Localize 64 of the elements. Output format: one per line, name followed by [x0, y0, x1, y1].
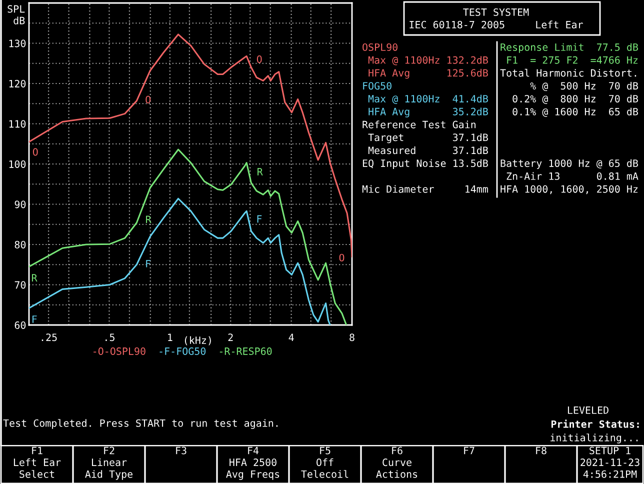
text: Reference Test Gain — [362, 120, 476, 128]
text: Measured 37.1dB — [368, 146, 488, 154]
text: Test Completed. Press START to run test again. — [3, 419, 278, 429]
text: -F-FOG50 — [160, 347, 206, 355]
text: F3 — [176, 446, 186, 454]
y-tick-label: 90 — [14, 200, 26, 208]
text: Total Harmonic Distort. — [500, 68, 636, 77]
text: Target 37.1dB — [368, 133, 488, 144]
text: HFA 1000, 1600, 2500 Hz — [500, 185, 638, 194]
text: F2 Linear Aid Type — [85, 446, 132, 480]
text: Response Limit 77.5 dB — [500, 43, 638, 53]
text: F8 — [536, 446, 546, 454]
y-tick-label: 110 — [9, 120, 26, 128]
annotation: F — [146, 260, 150, 268]
y-axis-title: SPL dB — [8, 5, 25, 24]
text: LEVELED — [568, 406, 608, 414]
text: Zn-Air 13 0.81 mA — [506, 172, 638, 180]
y-tick-label: 70 — [14, 281, 26, 289]
annotation: R — [258, 168, 263, 176]
x-tick-label: .5 — [106, 334, 114, 342]
text: % @ 500 Hz 70 dB — [530, 82, 638, 92]
text: initializing... — [550, 434, 638, 444]
annotation: O — [146, 96, 151, 104]
text: Max @ 1100Hz 41.4dB — [368, 94, 488, 104]
text: F1 = 275 F2 =4766 Hz — [507, 56, 638, 64]
x-axis-title: (kHz) — [184, 336, 211, 346]
text: IEC 60118-7 2005 Left Ear — [410, 20, 583, 28]
annotation: R — [146, 216, 152, 224]
annotation: O — [339, 254, 344, 262]
text: 0.2% @ 800 Hz 70 dB — [512, 94, 638, 104]
x-tick-label: 8 — [350, 334, 354, 342]
text: Max @ 1100Hz 132.2dB — [368, 56, 488, 66]
annotation: F — [257, 215, 262, 223]
text: F1 Left Ear Select — [14, 446, 61, 478]
text: HFA Avg 125.6dB — [368, 68, 488, 79]
y-tick-label: 130 — [9, 40, 26, 48]
text: -O-OSPL90 — [94, 347, 146, 355]
x-tick-label: 1 — [168, 334, 172, 341]
text: F4 HFA 2500 Avg Freqs — [226, 446, 280, 480]
text: TEST SYSTEM — [463, 8, 529, 16]
text: OSPL90 — [362, 43, 398, 51]
y-tick-label: 80 — [14, 240, 26, 248]
text: 0.1% @ 1600 Hz 65 dB — [512, 108, 638, 117]
text: F7 — [464, 446, 474, 454]
x-tick-label: 4 — [288, 334, 294, 341]
text: FOG50 — [363, 82, 392, 90]
text: Mic Diameter 14mm — [362, 185, 488, 193]
text: F5 Off Telecoil — [301, 446, 348, 478]
y-tick-label: 120 — [9, 80, 26, 88]
y-tick-label: 100 — [9, 160, 26, 168]
x-tick-label: .25 — [42, 334, 57, 342]
text: Printer Status: — [551, 420, 639, 428]
annotation: O — [256, 55, 262, 63]
text: EQ Input Noise 13.5dB — [362, 159, 488, 169]
annotation: R — [32, 274, 38, 282]
annotation: O — [32, 148, 38, 156]
text: -R-RESP60 — [220, 347, 272, 355]
text: Battery 1000 Hz @ 65 dB — [500, 159, 638, 169]
y-tick-label: 60 — [14, 321, 26, 329]
text: SETUP 1 2021-11-23 4:56:21PM — [580, 446, 640, 478]
text: HFA Avg 35.2dB — [368, 108, 488, 118]
text: F6 Curve Actions — [376, 446, 418, 478]
x-tick-label: 2 — [228, 334, 233, 341]
annotation: F — [32, 316, 37, 323]
